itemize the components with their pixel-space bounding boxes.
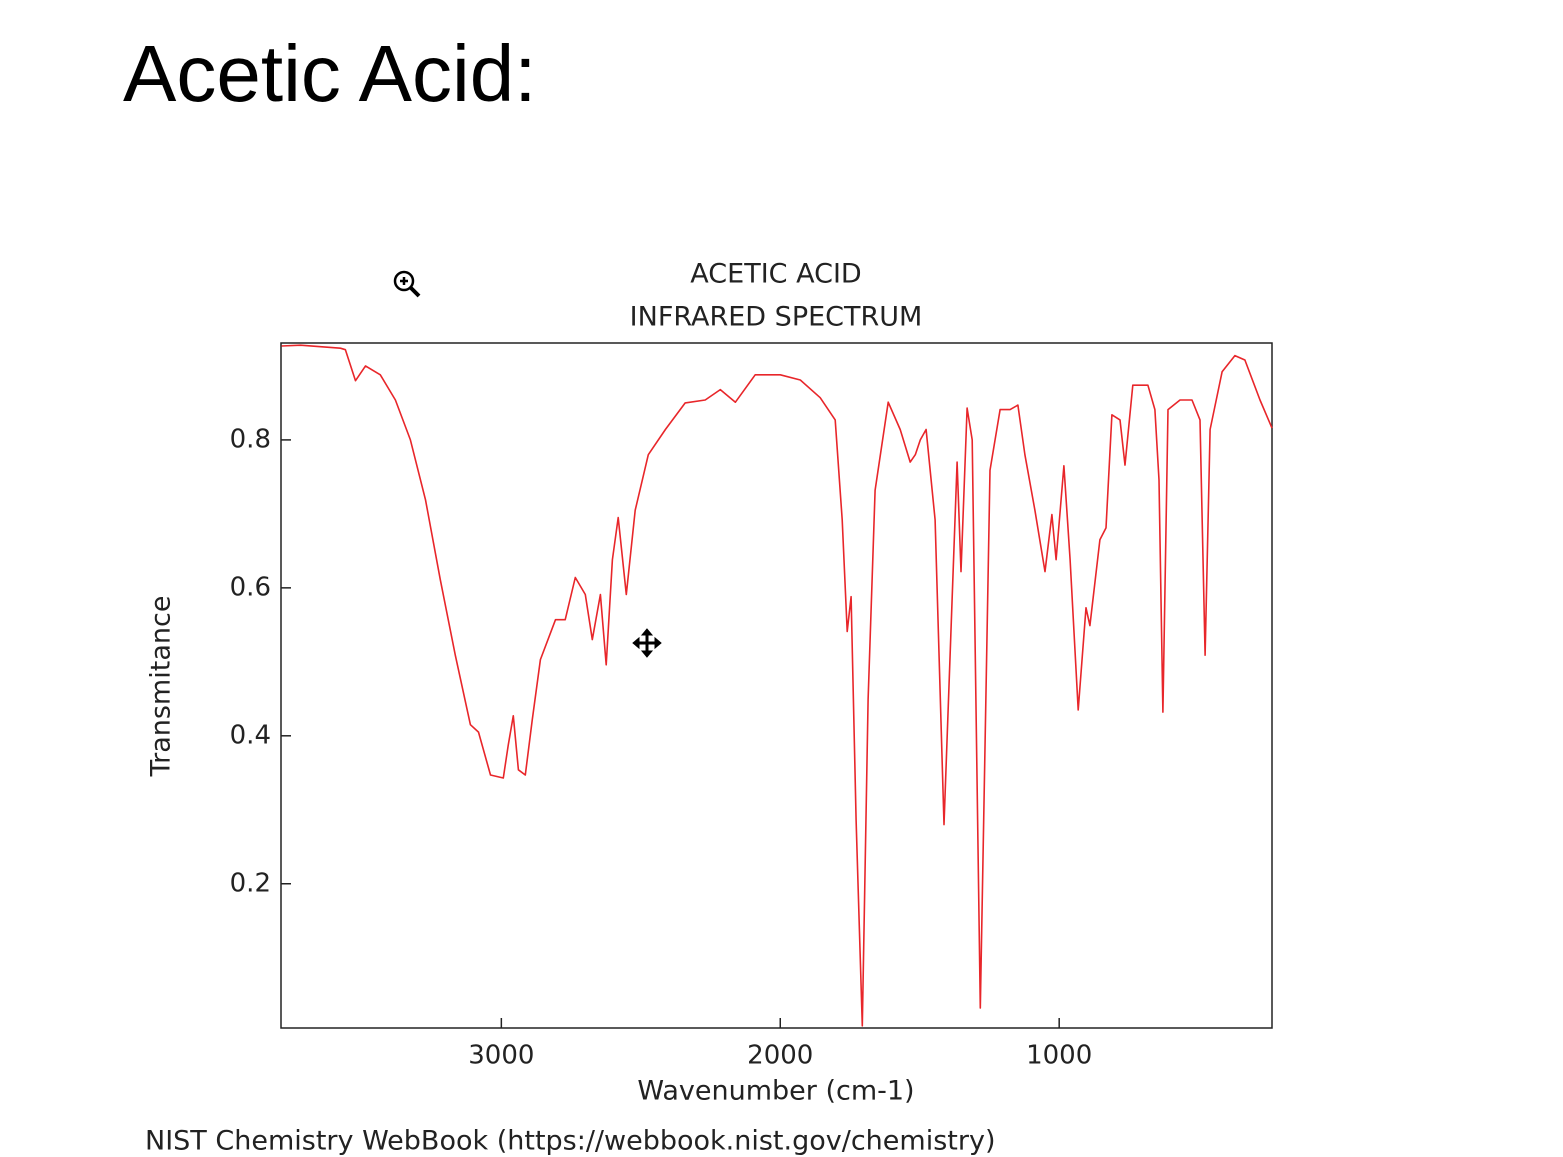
spectrum-line [281, 344, 1273, 1027]
x-tick-label: 2000 [747, 1041, 813, 1071]
x-axis-label: Wavenumber (cm-1) [637, 1076, 914, 1107]
y-tick-label: 0.8 [230, 424, 271, 454]
y-tick-label: 0.2 [230, 868, 271, 898]
x-tick-label: 3000 [468, 1041, 534, 1071]
y-tick-label: 0.4 [230, 720, 271, 750]
move-cursor [632, 628, 662, 658]
chart-title: ACETIC ACID [690, 259, 861, 290]
chart-subtitle: INFRARED SPECTRUM [630, 302, 923, 333]
y-axis-label: Transmitance [146, 596, 177, 778]
slide-title: Acetic Acid: [123, 29, 537, 118]
plot-frame [280, 342, 1273, 1029]
source-note: NIST Chemistry WebBook (https://webbook.… [145, 1126, 995, 1157]
x-tick-label: 1000 [1026, 1041, 1092, 1071]
zoom-icon[interactable] [393, 270, 421, 298]
y-tick-label: 0.6 [230, 572, 271, 602]
